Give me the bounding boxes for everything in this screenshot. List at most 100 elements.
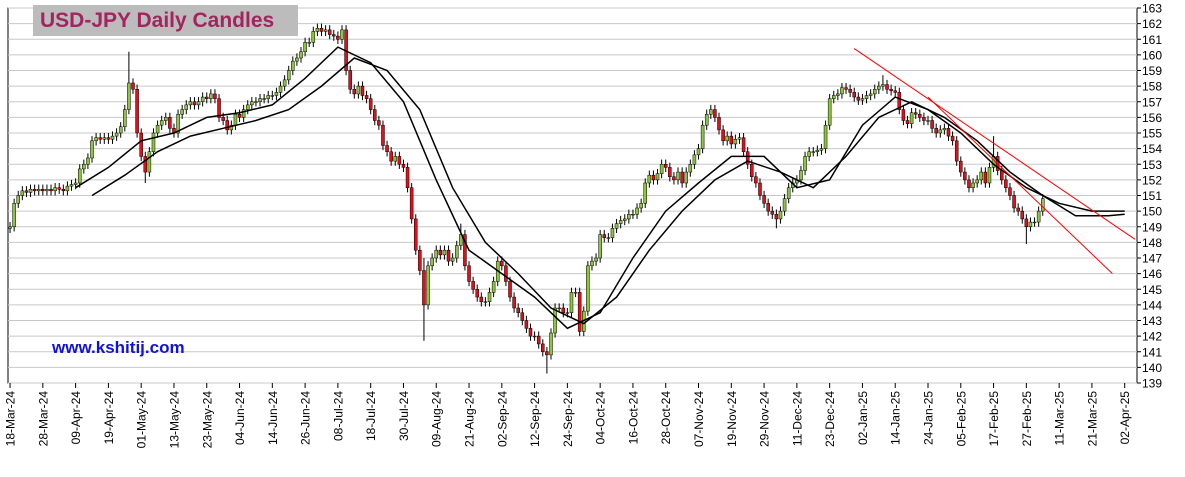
x-tick-label: 12-Sep-24 bbox=[528, 391, 542, 447]
line-series bbox=[927, 96, 1113, 274]
candle-body bbox=[504, 265, 508, 282]
y-tick-label: 154 bbox=[1142, 142, 1162, 156]
candle-body bbox=[557, 307, 561, 310]
candle-body bbox=[901, 109, 906, 121]
x-tick-label: 09-Apr-24 bbox=[69, 391, 83, 445]
candle-body bbox=[508, 281, 512, 298]
candle-body bbox=[725, 135, 729, 142]
candle-body bbox=[389, 151, 393, 162]
x-tick-label: 07-Nov-24 bbox=[692, 391, 706, 447]
candle-body bbox=[622, 218, 627, 221]
candle-body bbox=[307, 42, 311, 44]
x-tick-label: 08-Jul-24 bbox=[331, 391, 345, 441]
candle-body bbox=[143, 156, 148, 173]
candle-body bbox=[1040, 198, 1045, 212]
candle-body bbox=[209, 93, 213, 99]
candle-body bbox=[610, 228, 615, 238]
candle-body bbox=[877, 85, 881, 90]
x-tick-label: 24-Jan-25 bbox=[922, 391, 936, 445]
candle-body bbox=[1008, 187, 1012, 196]
candle-body bbox=[409, 187, 414, 220]
candle-body bbox=[176, 114, 180, 134]
candle-body bbox=[631, 214, 635, 216]
candle-body bbox=[385, 145, 389, 152]
candle-body bbox=[487, 292, 492, 302]
candle-body bbox=[418, 249, 422, 271]
candle-body bbox=[778, 210, 783, 220]
candle-body bbox=[463, 234, 467, 267]
candle-body bbox=[196, 101, 201, 106]
candle-body bbox=[356, 85, 361, 95]
candle-body bbox=[127, 82, 131, 110]
candle-body bbox=[438, 249, 443, 256]
candle-body bbox=[823, 124, 828, 149]
candle-body bbox=[692, 154, 697, 165]
candle-body bbox=[528, 328, 533, 337]
candle-body bbox=[311, 31, 316, 43]
chart-title: USD-JPY Daily Candles bbox=[40, 9, 274, 32]
candle-body bbox=[979, 171, 984, 181]
x-tick-label: 21-Mar-25 bbox=[1085, 391, 1099, 447]
candle-body bbox=[602, 234, 607, 238]
candle-body bbox=[942, 128, 947, 131]
candle-body bbox=[750, 164, 754, 177]
candle-body bbox=[647, 174, 652, 184]
candle-body bbox=[483, 301, 488, 303]
y-tick-label: 153 bbox=[1142, 158, 1162, 172]
y-tick-label: 143 bbox=[1142, 314, 1162, 328]
y-tick-label: 147 bbox=[1142, 252, 1162, 266]
candle-body bbox=[721, 129, 725, 142]
x-tick-label: 21-Aug-24 bbox=[463, 391, 477, 447]
candle-body bbox=[774, 214, 779, 220]
candle-body bbox=[221, 117, 225, 121]
candle-body bbox=[397, 156, 402, 165]
candle-body bbox=[205, 96, 209, 99]
candle-body bbox=[815, 149, 820, 152]
candle-body bbox=[286, 70, 291, 81]
x-tick-label: 02-Sep-24 bbox=[495, 391, 509, 447]
candle-body bbox=[577, 292, 582, 332]
candle-body bbox=[680, 171, 684, 184]
candle-body bbox=[573, 292, 578, 294]
candle-body bbox=[159, 120, 164, 126]
candle-body bbox=[848, 89, 852, 93]
y-tick-label: 139 bbox=[1142, 377, 1162, 391]
candle-body bbox=[856, 96, 861, 101]
candle-body bbox=[704, 114, 709, 126]
candle-body bbox=[327, 29, 332, 35]
candle-body bbox=[885, 84, 889, 90]
candle-body bbox=[73, 182, 78, 185]
candle-body bbox=[94, 137, 98, 142]
y-tick-label: 152 bbox=[1142, 173, 1162, 187]
candle-body bbox=[651, 174, 656, 181]
candle-body bbox=[549, 332, 553, 356]
candle-body bbox=[114, 132, 119, 137]
candle-body bbox=[155, 124, 160, 134]
candle-body bbox=[729, 135, 734, 145]
y-tick-label: 151 bbox=[1142, 189, 1162, 203]
y-tick-label: 144 bbox=[1142, 298, 1162, 312]
candle-body bbox=[82, 164, 86, 170]
x-tick-label: 14-Jun-24 bbox=[266, 391, 280, 445]
candle-body bbox=[987, 167, 992, 184]
candle-body bbox=[676, 171, 680, 181]
candle-body bbox=[340, 29, 344, 40]
candle-body bbox=[864, 95, 869, 99]
candle-body bbox=[868, 93, 873, 96]
candle-body bbox=[520, 312, 525, 321]
candle-body bbox=[57, 187, 61, 190]
candle-body bbox=[840, 87, 844, 95]
candle-body bbox=[532, 335, 537, 338]
candle-body bbox=[1016, 207, 1020, 212]
candle-body bbox=[1032, 221, 1037, 224]
candle-body bbox=[479, 296, 484, 302]
candle-body bbox=[200, 96, 205, 102]
candle-body bbox=[946, 128, 951, 137]
candle-body bbox=[254, 101, 258, 103]
candle-body bbox=[831, 95, 836, 99]
candle-body bbox=[336, 35, 340, 40]
candle-body bbox=[852, 92, 856, 98]
candle-body bbox=[938, 129, 943, 134]
x-tick-label: 01-May-24 bbox=[135, 391, 149, 449]
candle-body bbox=[782, 198, 787, 212]
